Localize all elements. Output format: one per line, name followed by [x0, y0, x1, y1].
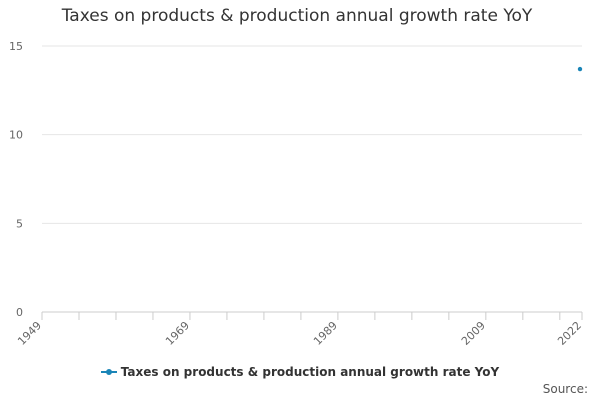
x-tick-label: 2022 [555, 319, 584, 348]
y-tick-label: 10 [9, 129, 23, 142]
legend-dot [105, 369, 112, 375]
x-tick-label: 2009 [459, 319, 488, 348]
x-tick-label: 1969 [163, 319, 192, 348]
legend-label: Taxes on products & production annual gr… [120, 365, 500, 379]
legend-swatch-icon [100, 366, 117, 378]
x-tick-label: 1949 [15, 319, 44, 348]
chart-title: Taxes on products & production annual gr… [61, 6, 533, 26]
x-tick-label: 1989 [311, 319, 340, 348]
legend[interactable]: Taxes on products & production annual gr… [0, 365, 600, 381]
y-tick-label: 5 [16, 217, 23, 230]
y-tick-label: 0 [16, 306, 23, 319]
data-point [577, 66, 583, 72]
source-label: Source: [542, 382, 588, 396]
legend-item[interactable]: Taxes on products & production annual gr… [100, 365, 500, 379]
y-tick-label: 15 [9, 40, 23, 53]
